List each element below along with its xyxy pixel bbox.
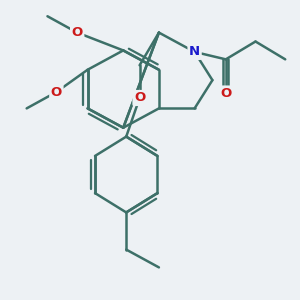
Text: N: N (189, 45, 200, 58)
Text: O: O (72, 26, 83, 39)
Text: O: O (134, 92, 145, 104)
Text: O: O (220, 87, 231, 100)
Text: O: O (51, 85, 62, 98)
